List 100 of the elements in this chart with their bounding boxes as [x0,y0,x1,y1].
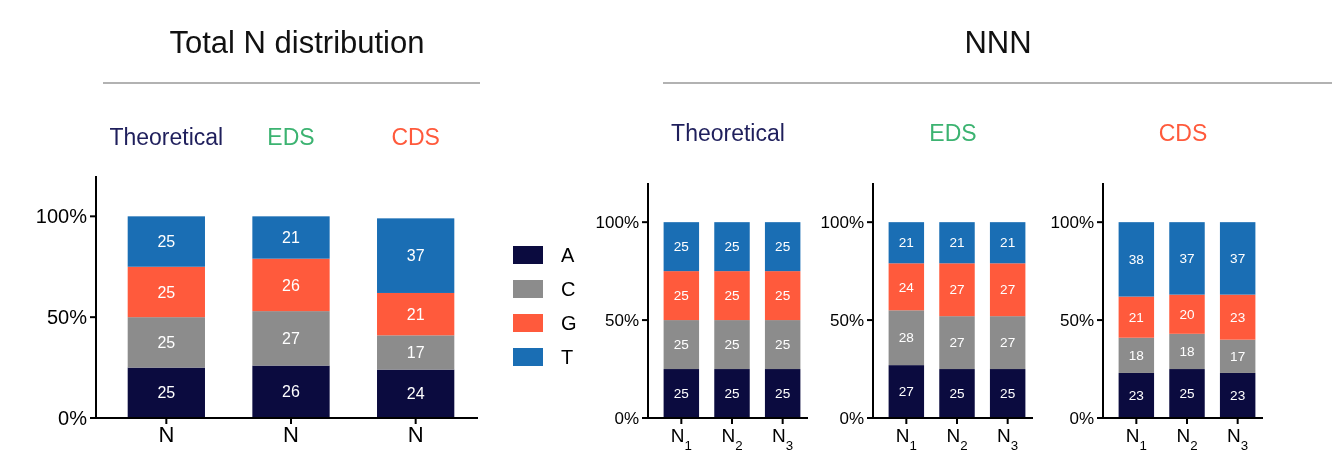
legend-label: G [561,312,577,334]
bar [1118,222,1155,297]
data-label: 25 [724,386,740,402]
data-label: 21 [949,235,965,251]
data-label: 25 [724,288,740,304]
x-tick-label: N$_{3}$ [1227,425,1249,453]
data-label: 23 [1230,388,1246,404]
bar [1219,294,1256,340]
chart-title: Total N distribution [169,25,425,60]
bar [764,369,801,418]
text: CDS [391,124,440,150]
data-label: 25 [673,239,689,255]
bar [714,271,750,321]
bar [939,222,975,264]
data-label: 21 [1128,309,1144,325]
bar [764,222,801,272]
bar [1219,372,1256,418]
data-label: 17 [406,344,425,362]
bar [127,367,205,418]
x-tick-label: N$_{2}$ [946,425,968,453]
data-label: 25 [157,233,176,251]
bar [888,263,925,311]
data-label: 37 [1179,251,1195,267]
bar [1219,222,1256,295]
x-tick-label: N$_{2}$ [1176,425,1198,453]
bar [888,310,925,366]
y-tick-label: 50% [604,311,639,331]
data-label: 37 [1230,251,1246,267]
legend-label: T [561,346,574,368]
x-tick-label: N$_{1}$ [670,425,692,453]
bar [989,369,1026,418]
bar [377,335,455,370]
bar [939,369,975,418]
data-label: 25 [724,337,740,353]
data-label: 23 [1128,388,1144,404]
data-label: 27 [898,384,914,400]
data-label: 25 [724,239,740,255]
bar [1219,339,1256,373]
bar [127,317,205,368]
bar [1169,222,1205,295]
data-label: 27 [949,335,965,351]
bar [1118,372,1155,418]
bar [663,320,700,370]
x-tick-label: N$_{2}$ [721,425,743,453]
bar [663,271,700,321]
y-tick-label: 0% [839,408,864,428]
data-label: 27 [1000,335,1016,351]
y-tick-label: 100% [1050,213,1094,233]
data-label: 24 [406,385,425,403]
data-label: 38 [1128,252,1144,268]
bar [252,311,330,366]
y-tick-label: 0% [58,407,88,429]
data-label: 25 [775,337,791,353]
y-tick-label: 50% [829,311,864,331]
bar [714,222,750,272]
chart-title: Theoretical [671,120,785,146]
bar [1169,294,1205,334]
bar [252,365,330,418]
bar [377,369,455,418]
data-label: 25 [775,386,791,402]
bar [663,369,700,418]
data-label: 26 [282,383,300,401]
bar [888,222,925,264]
data-label: 18 [1179,344,1195,360]
bar [127,266,205,318]
bar [989,316,1026,370]
x-tick-label: N [407,422,424,447]
bar [764,320,801,370]
bar [939,263,975,317]
bar [377,292,455,336]
y-tick-label: 100% [595,213,639,233]
data-label: 25 [157,283,176,301]
y-tick-label: 100% [820,213,864,233]
bar [1118,337,1155,373]
data-label: 28 [898,330,914,346]
data-label: 20 [1179,306,1195,322]
data-label: 27 [1000,282,1016,298]
data-label: 25 [775,288,791,304]
bar [714,369,750,418]
data-label: 21 [282,229,300,247]
data-label: 23 [1230,309,1246,325]
data-label: 26 [282,276,300,294]
data-label: 21 [406,305,425,323]
bar [989,263,1026,317]
y-tick-label: 100% [35,205,88,228]
x-tick-label: N$_{3}$ [772,425,794,453]
data-label: 17 [1230,349,1246,365]
data-label: 25 [1179,386,1195,402]
bar [252,258,330,312]
bar [714,320,750,370]
data-label: 25 [673,386,689,402]
data-label: 27 [949,282,965,298]
chart-title: EDS [929,120,977,146]
data-label: 21 [898,235,914,251]
text: NNN [964,25,1032,60]
bar [127,216,205,267]
text: Theoretical [109,124,224,150]
bar [663,222,700,272]
bar [939,316,975,370]
data-label: 24 [898,279,915,295]
